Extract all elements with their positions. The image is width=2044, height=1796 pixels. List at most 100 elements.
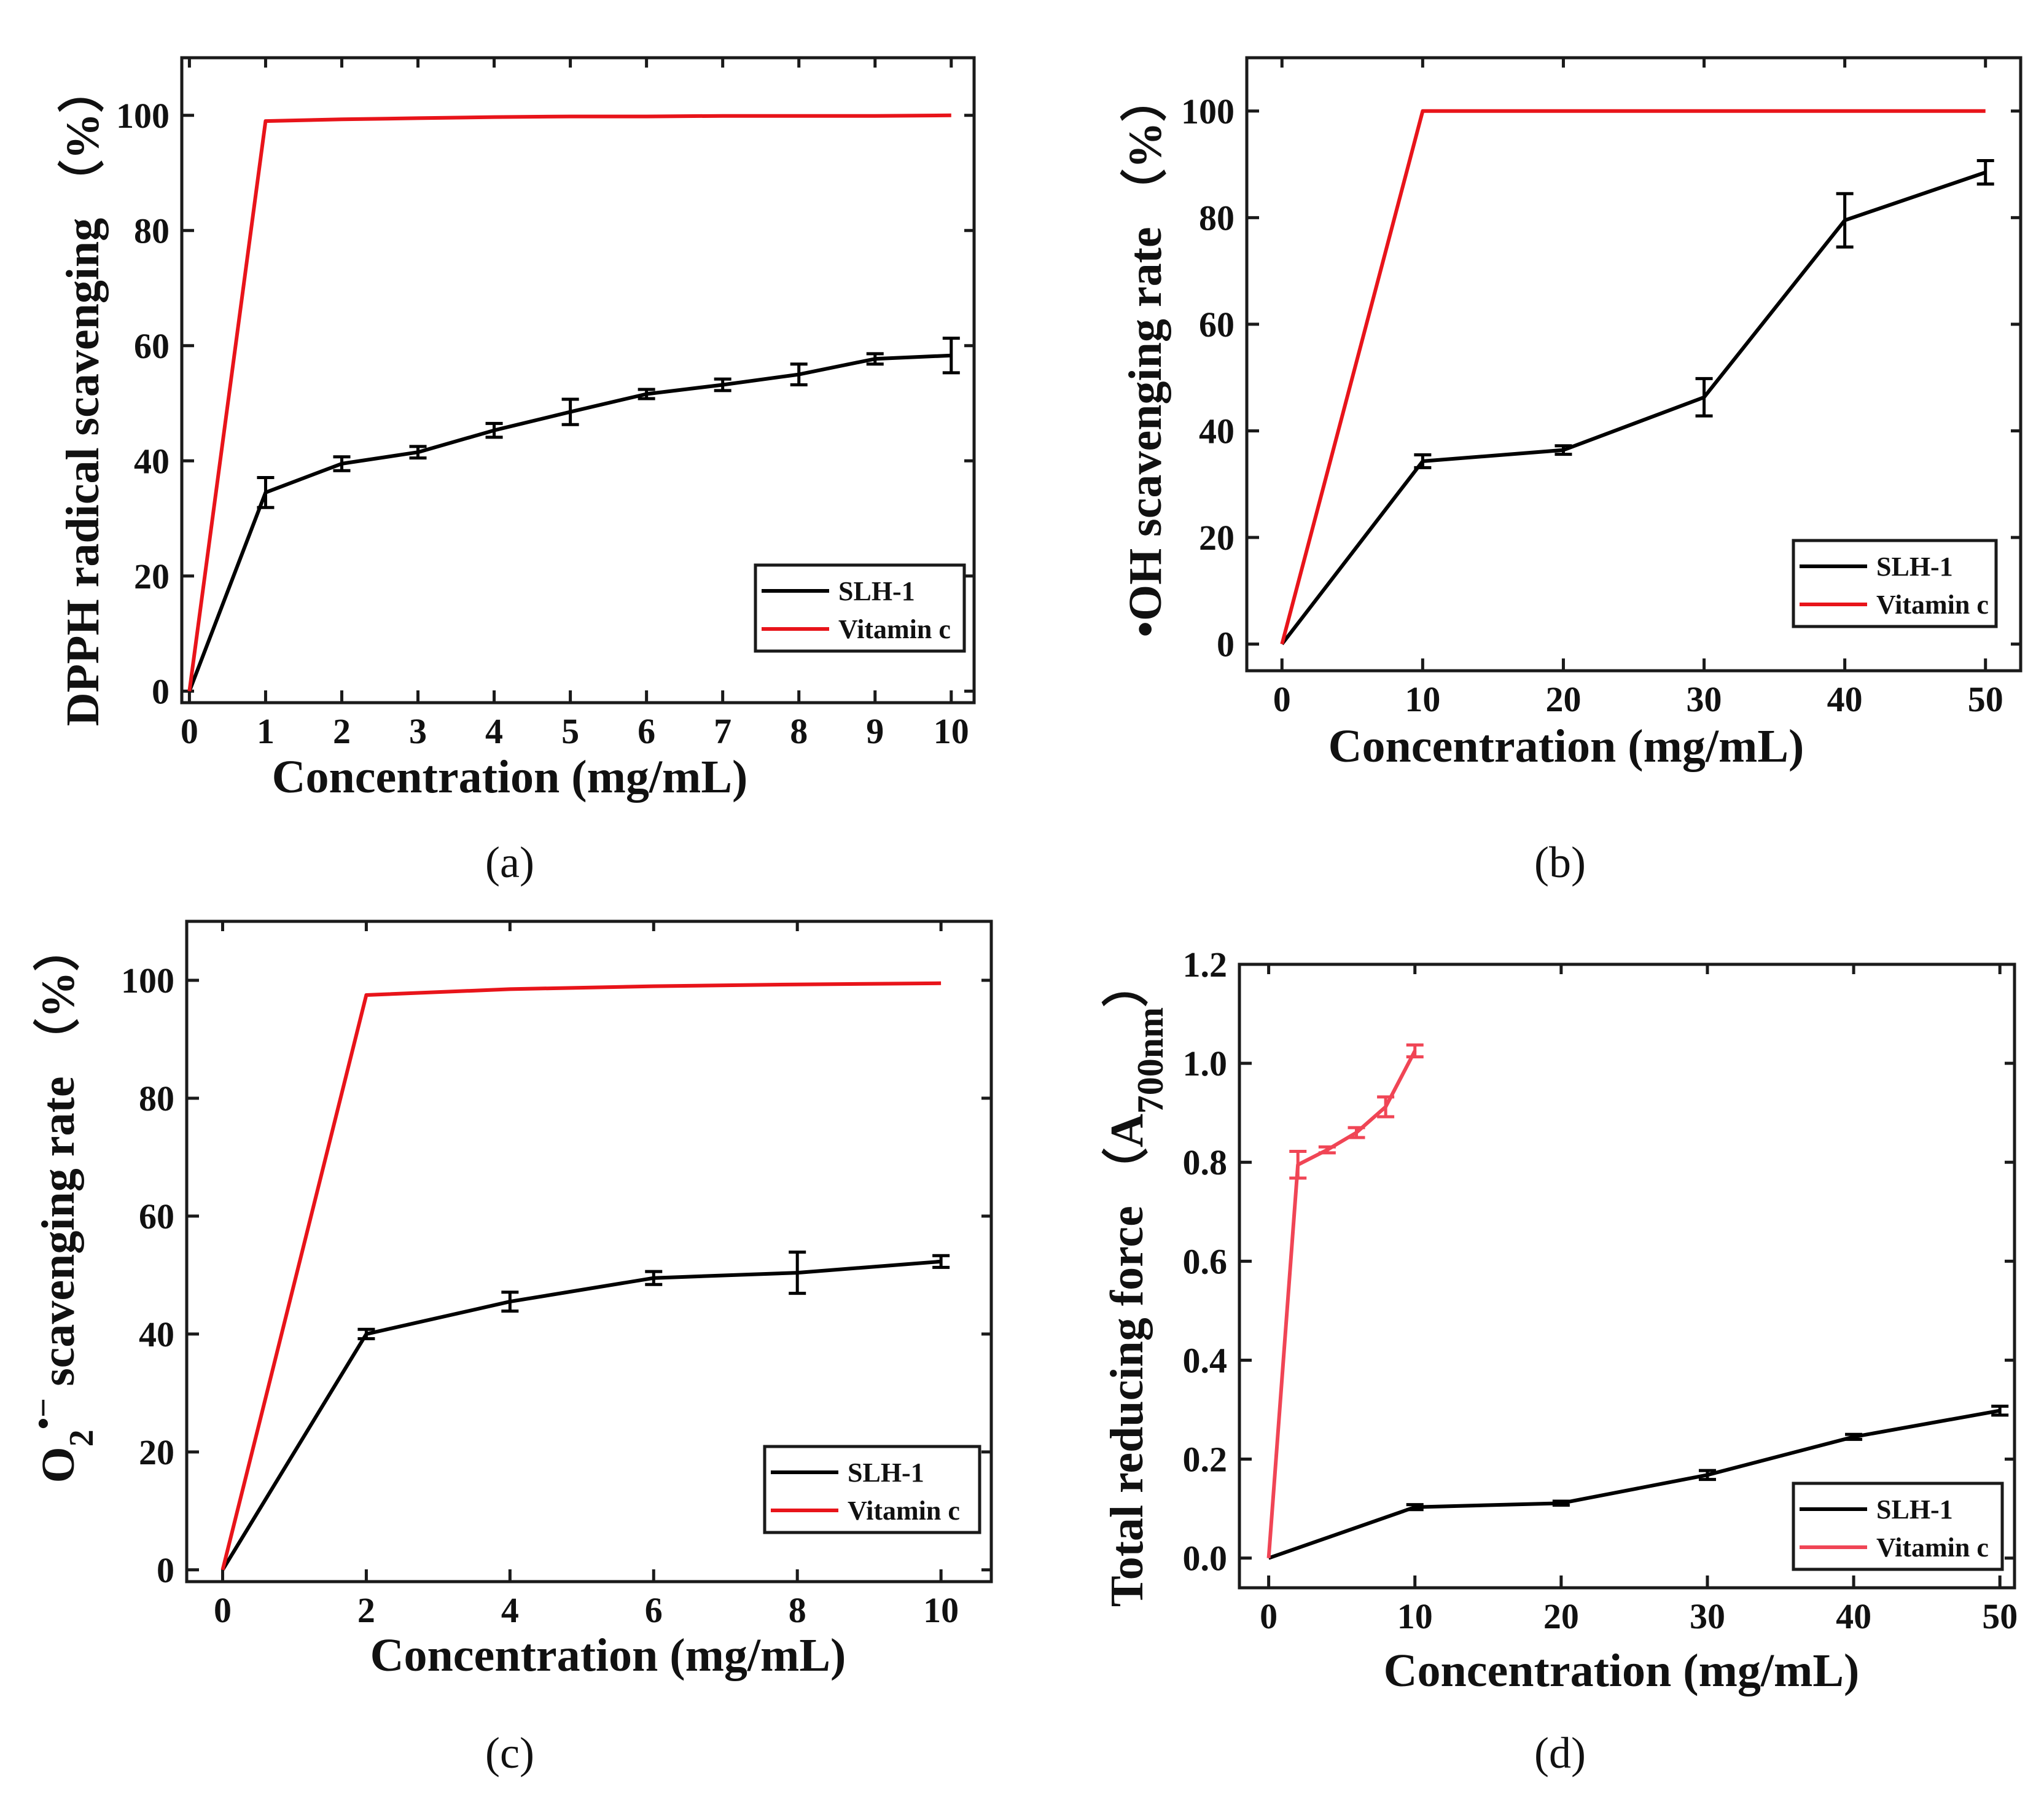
legend-label-slh1-a: SLH-1 (838, 576, 915, 606)
legend-b: SLH-1 Vitamin c (1792, 539, 1998, 628)
error-bar-slh1-d-4 (1845, 1432, 1863, 1441)
panel-label-a: (a) (485, 838, 534, 887)
y-axis-label-b: •OH scavenging rate （%） (1120, 75, 1171, 637)
y-tick-label-c-0: 0 (157, 1550, 174, 1590)
x-tick-label-a-7: 7 (714, 711, 731, 751)
legend-box-b (1792, 539, 1998, 628)
y-tick-label-b-3: 60 (1199, 305, 1235, 345)
plot-frame-b (1245, 56, 2023, 673)
legend-d: SLH-1 Vitamin c (1792, 1482, 2004, 1571)
x-tick-label-a-5: 5 (561, 711, 579, 751)
x-tick-label-b-0: 0 (1273, 679, 1291, 719)
x-tick-label-a-8: 8 (790, 711, 808, 751)
y-tick-label-c-4: 80 (139, 1079, 174, 1119)
y-tick-label-d-6: 1.2 (1183, 945, 1228, 985)
x-axis-label-c: Concentration (mg/mL) (370, 1630, 846, 1681)
legend-box-c (763, 1445, 981, 1534)
x-tick-label-a-2: 2 (333, 711, 351, 751)
y-axis-label-d-main: Total reducing force （A (1101, 1114, 1153, 1607)
y-tick-label-b-1: 20 (1199, 518, 1235, 558)
y-tick-label-b-0: 0 (1217, 625, 1235, 665)
x-tick-label-b-3: 30 (1687, 679, 1722, 719)
panel-label-c: (c) (485, 1728, 534, 1778)
y-axis-label-a: DPPH radical scavenging （%） (57, 66, 109, 727)
y-tick-label-c-1: 20 (139, 1432, 174, 1472)
error-bar-slh1-c-2 (501, 1290, 519, 1313)
error-bar-slh1-a-9 (866, 352, 884, 366)
y-tick-label-b-4: 80 (1199, 198, 1235, 238)
x-tick-label-c-0: 0 (214, 1590, 232, 1630)
y-tick-label-a-4: 80 (134, 211, 170, 251)
y-tick-label-a-5: 100 (116, 96, 170, 136)
error-bar-slh1-d-1 (1406, 1503, 1424, 1512)
legend-c: SLH-1 Vitamin c (763, 1445, 981, 1534)
x-tick-label-d-1: 10 (1397, 1596, 1433, 1636)
panel-d: (d) Concentration (mg/mL) Total reducing… (1101, 945, 2018, 1778)
series-line-slh1-d (1268, 1408, 2000, 1560)
error-bar-slh1-a-1 (257, 475, 275, 509)
y-axis-label-d-subscript: 700nm (1130, 1007, 1171, 1114)
error-bar-vitamin-c-d-5 (1406, 1043, 1424, 1059)
error-bar-vitamin-c-d-3 (1348, 1126, 1365, 1139)
error-bar-slh1-d-2 (1552, 1499, 1570, 1507)
x-tick-label-a-1: 1 (257, 711, 275, 751)
error-bar-slh1-a-6 (638, 388, 655, 400)
error-bar-slh1-a-7 (714, 377, 731, 392)
panel-c: (c) Concentration (mg/mL) O2•− scavengin… (25, 919, 993, 1778)
x-tick-label-a-10: 10 (934, 711, 969, 751)
series-line-slh1-b (1280, 170, 1986, 646)
y-tick-label-c-5: 100 (121, 961, 174, 1001)
error-bar-vitamin-c-d-4 (1377, 1095, 1395, 1119)
error-bar-slh1-a-10 (942, 337, 960, 375)
legend-label-slh1-b: SLH-1 (1876, 552, 1953, 582)
error-bar-slh1-a-2 (333, 455, 351, 472)
x-axis-label-d: Concentration (mg/mL) (1384, 1645, 1860, 1696)
legend-label-vitamin-c-d: Vitamin c (1876, 1532, 1989, 1563)
legend-label-slh1-c: SLH-1 (848, 1458, 924, 1488)
legend-label-vitamin-c-a: Vitamin c (838, 614, 951, 644)
x-axis-label-b: Concentration (mg/mL) (1328, 720, 1804, 772)
x-tick-label-d-0: 0 (1260, 1596, 1278, 1636)
x-tick-label-c-1: 2 (357, 1590, 375, 1630)
y-tick-label-d-0: 0.0 (1183, 1539, 1228, 1579)
y-tick-label-a-0: 0 (152, 671, 170, 711)
y-tick-label-a-1: 20 (134, 556, 170, 596)
series-line-vitamin-c-b (1280, 109, 1986, 645)
panel-b: (b) Concentration (mg/mL) •OH scavenging… (1120, 56, 2023, 887)
y-axis-label-d: Total reducing force （A700nm） (1101, 961, 1171, 1607)
error-bar-slh1-b-5 (1976, 158, 1994, 186)
y-tick-label-b-2: 40 (1199, 411, 1235, 451)
error-bar-slh1-a-5 (561, 397, 579, 426)
y-axis-label-c: O2•− scavenging rate （%） (25, 924, 101, 1483)
y-axis-label-c-subscript: 2 (63, 1429, 101, 1447)
series-line-vitamin-c-a (187, 113, 951, 692)
legend-a: SLH-1 Vitamin c (754, 563, 966, 653)
plot-frame-c (185, 919, 993, 1583)
y-tick-label-d-2: 0.4 (1183, 1340, 1228, 1380)
y-axis-label-c-rest: scavenging rate （%） (33, 924, 84, 1397)
x-tick-label-c-4: 8 (789, 1590, 806, 1630)
y-axis-label-d-rest: ） (1101, 961, 1153, 1007)
error-bar-vitamin-c-d-1 (1289, 1150, 1307, 1180)
y-tick-label-d-5: 1.0 (1183, 1044, 1228, 1083)
x-tick-label-a-3: 3 (409, 711, 427, 751)
legend-label-vitamin-c-b: Vitamin c (1876, 590, 1989, 620)
x-tick-label-d-4: 40 (1836, 1596, 1871, 1636)
error-bar-slh1-b-1 (1414, 453, 1432, 469)
legend-box-d (1792, 1482, 2004, 1571)
x-tick-label-d-2: 20 (1543, 1596, 1579, 1636)
x-axis-label-a: Concentration (mg/mL) (272, 751, 748, 803)
x-tick-label-a-6: 6 (638, 711, 655, 751)
error-bar-slh1-c-3 (645, 1270, 663, 1286)
y-axis-label-c-main: O (33, 1447, 84, 1483)
y-axis-label-c-superscript: •− (25, 1398, 63, 1430)
error-bar-slh1-a-4 (485, 421, 503, 439)
y-tick-label-a-3: 60 (134, 326, 170, 366)
x-tick-label-c-2: 4 (501, 1590, 519, 1630)
y-tick-label-d-3: 0.6 (1183, 1241, 1228, 1281)
x-tick-label-d-5: 50 (1982, 1596, 2018, 1636)
x-tick-label-a-0: 0 (181, 711, 198, 751)
x-tick-label-a-9: 9 (866, 711, 884, 751)
